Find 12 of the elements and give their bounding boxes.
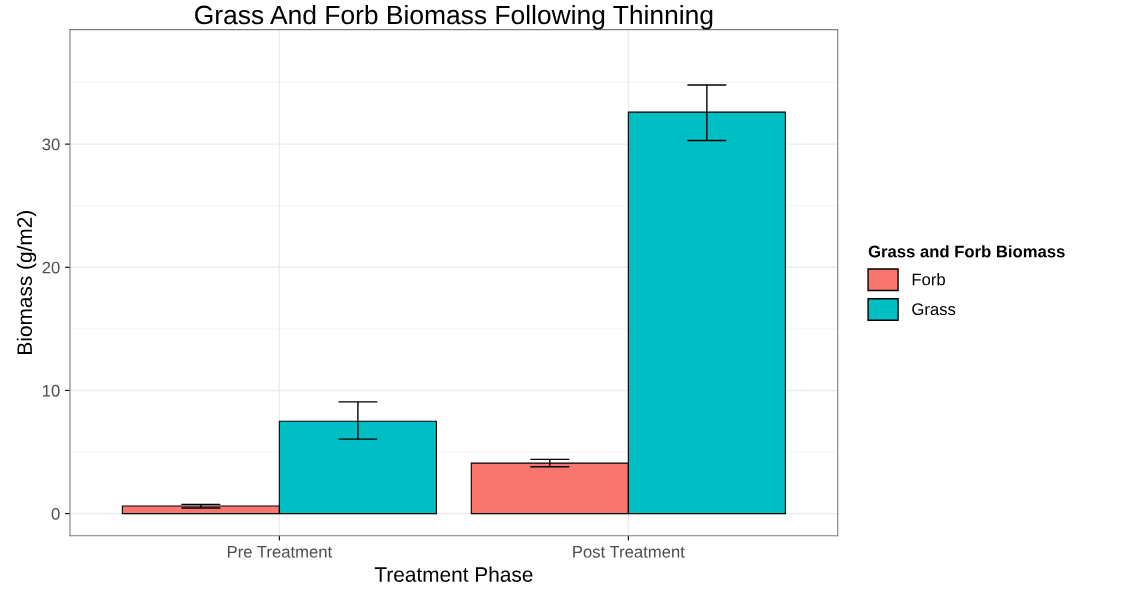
y-tick-label: 20 — [42, 261, 60, 274]
legend-title: Grass and Forb Biomass — [868, 245, 1065, 258]
y-tick-label: 30 — [42, 138, 60, 151]
y-axis-title: Biomass (g/m2) — [16, 211, 37, 354]
legend-label: Grass — [912, 303, 956, 316]
x-tick-label: Post Treatment — [573, 546, 685, 558]
y-tick-label: 0 — [51, 507, 60, 520]
legend-label: Forb — [912, 273, 945, 286]
chart-title: Grass And Forb Biomass Following Thinning — [195, 4, 713, 30]
x-tick-label: Pre Treatment — [227, 546, 333, 558]
x-axis-title: Treatment Phase — [374, 566, 533, 582]
y-tick-label: 10 — [43, 384, 60, 397]
